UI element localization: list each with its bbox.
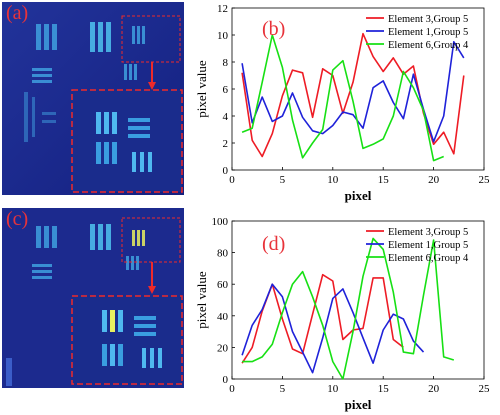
x-tick-label: 15	[378, 383, 390, 395]
panel-label-a: (a)	[6, 2, 29, 24]
usaf-target-image-a	[2, 2, 184, 195]
x-tick-label: 25	[479, 383, 491, 395]
x-tick-label: 15	[378, 174, 390, 186]
y-axis-label: pixel value	[196, 271, 209, 329]
y-tick-label: 6	[223, 84, 229, 96]
zoom-inset-c	[71, 295, 183, 385]
plot-area	[231, 220, 485, 380]
zoom-inset-a	[71, 89, 183, 193]
y-axis-label: pixel value	[196, 60, 209, 118]
series-line-3	[241, 34, 445, 162]
x-tick-label: 25	[479, 174, 491, 186]
target-bars-a	[24, 22, 145, 142]
series-line-1	[241, 273, 404, 364]
x-tick-label: 10	[327, 174, 339, 186]
panel-label-c: (c)	[6, 208, 29, 230]
series-line-3	[242, 237, 455, 380]
legend-label: Element 3,Group 5	[388, 14, 468, 25]
series-line-2	[241, 283, 425, 374]
target-bars-c	[6, 224, 145, 386]
x-tick-label: 5	[280, 383, 286, 395]
x-axis-label: pixel	[345, 188, 372, 203]
x-tick-label: 20	[428, 383, 440, 395]
x-axis-label: pixel	[345, 397, 372, 412]
y-tick-label: 12	[217, 3, 228, 15]
usaf-target-image-c	[2, 208, 184, 388]
legend-label: Element 1,Group 5	[388, 240, 468, 251]
y-tick-label: 60	[217, 279, 229, 291]
y-tick-label: 8	[223, 57, 229, 69]
series-line-2	[241, 40, 465, 143]
panel-c-image	[2, 208, 184, 388]
y-tick-label: 0	[223, 165, 229, 177]
series-line-1	[241, 32, 465, 158]
panel-label-b: (b)	[262, 18, 286, 40]
x-tick-label: 20	[428, 174, 440, 186]
y-tick-label: 2	[223, 138, 229, 150]
legend-label: Element 6,Group 4	[388, 40, 469, 51]
legend-label: Element 1,Group 5	[388, 27, 468, 38]
legend-label: Element 3,Group 5	[388, 227, 468, 238]
y-tick-label: 0	[223, 374, 229, 386]
y-tick-label: 80	[217, 248, 229, 260]
panel-label-d: (d)	[262, 233, 286, 255]
legend-label: Element 6,Group 4	[388, 253, 469, 264]
x-tick-label: 0	[229, 174, 235, 186]
panel-a-image	[2, 2, 184, 195]
x-tick-label: 0	[229, 383, 235, 395]
x-tick-label: 5	[280, 174, 286, 186]
chart-b: 0 5 10 15 20 25 0 2 4 6 8 10 12 pixel pixel value Eleme…	[196, 3, 491, 203]
y-tick-label: 100	[212, 216, 229, 228]
chart-d: 0 5 10 15 20 25 0 20 40 60 80 100 pixel pixel value El…	[196, 216, 491, 412]
y-tick-label: 4	[223, 111, 229, 123]
y-tick-label: 10	[217, 30, 229, 42]
y-tick-label: 20	[217, 342, 229, 354]
y-tick-label: 40	[217, 311, 229, 323]
x-tick-label: 10	[327, 383, 339, 395]
